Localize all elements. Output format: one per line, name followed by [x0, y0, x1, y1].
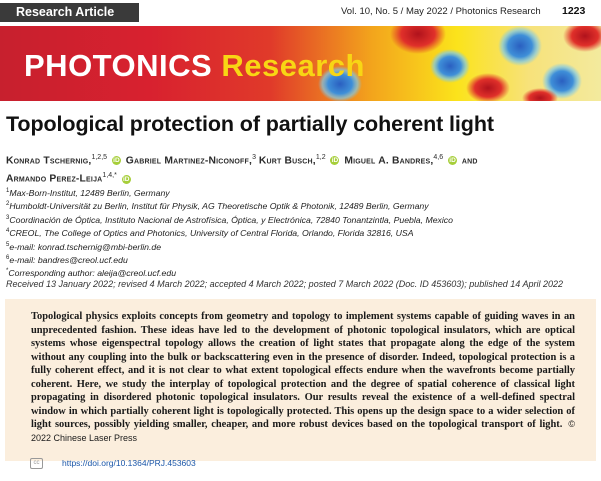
corresponding-author[interactable]: Corresponding author: aleija@creol.ucf.e…	[8, 268, 177, 279]
affiliation-sup: 5	[6, 241, 10, 248]
article-title: Topological protection of partially cohe…	[6, 112, 494, 136]
affiliation-item: 6e-mail: bandres@creol.ucf.edu	[6, 253, 598, 266]
email-link[interactable]: e-mail: bandres@creol.ucf.edu	[9, 254, 128, 265]
journal-logo: PHOTONICS Research	[24, 48, 365, 84]
affiliation-sup: 1	[6, 188, 10, 194]
affiliation-sup: 2	[6, 201, 10, 208]
orcid-icon[interactable]: iD	[448, 156, 458, 166]
logo-word-research: Research	[221, 48, 365, 83]
affiliation-item: 2Humboldt-Universität zu Berlin, Institu…	[6, 199, 598, 212]
author-affil-sup: 1,4,*	[102, 172, 117, 180]
page-number: 1223	[562, 5, 586, 17]
orcid-icon[interactable]: iD	[121, 174, 131, 184]
affiliation-text: Max-Born-Institut, 12489 Berlin, Germany	[9, 187, 170, 198]
abstract-box: Topological physics exploits concepts fr…	[5, 299, 596, 461]
orcid-icon[interactable]: iD	[330, 156, 340, 166]
affiliation-item: *Corresponding author: aleija@creol.ucf.…	[6, 266, 598, 279]
journal-banner: PHOTONICS Research	[0, 26, 601, 101]
affiliation-sup: 6	[6, 254, 10, 261]
article-type-tag: Research Article	[0, 3, 139, 22]
author-conjunction: and	[461, 155, 478, 167]
affiliation-item: 3Coordinación de Óptica, Instituto Nacio…	[6, 213, 598, 226]
affiliation-sup: 4	[6, 228, 10, 235]
doi-link[interactable]: https://doi.org/10.1364/PRJ.453603	[62, 458, 196, 468]
logo-word-photonics: PHOTONICS	[24, 48, 213, 83]
author-affil-sup: 3	[252, 154, 256, 161]
author-affil-sup: 1,2,5	[91, 154, 108, 161]
affiliation-list: 1Max-Born-Institut, 12489 Berlin, German…	[6, 186, 598, 280]
affiliation-sup: 3	[6, 214, 10, 221]
author-affil-sup: 4,6	[433, 154, 444, 161]
journal-header: Research Article Vol. 10, No. 5 / May 20…	[0, 0, 601, 26]
affiliation-text: Humboldt-Universität zu Berlin, Institut…	[9, 201, 429, 212]
abstract-paragraph: Topological physics exploits concepts fr…	[31, 310, 575, 445]
affiliation-sup: *	[6, 268, 9, 275]
affiliation-item: 4CREOL, The College of Optics and Photon…	[6, 226, 598, 239]
author-name: Konrad Tschernig,	[6, 155, 92, 167]
author-affil-sup: 1,2	[315, 154, 326, 161]
orcid-icon[interactable]: iD	[111, 156, 121, 166]
issue-info: Vol. 10, No. 5 / May 2022 / Photonics Re…	[341, 6, 541, 17]
author-name: Armando Perez-Leija	[6, 173, 103, 185]
copyright-notice: © 2022 Chinese Laser Press	[31, 419, 575, 443]
author-name: Gabriel Martinez-Niconoff,	[125, 155, 253, 167]
author-name: Kurt Busch,	[258, 155, 316, 167]
banner-wave-pattern	[318, 26, 601, 101]
abstract-text: Topological physics exploits concepts fr…	[31, 311, 575, 431]
publication-history: Received 13 January 2022; revised 4 Marc…	[6, 279, 564, 289]
author-list: Konrad Tschernig,1,2,5 iD Gabriel Martin…	[6, 150, 598, 187]
email-link[interactable]: e-mail: konrad.tschernig@mbi-berlin.de	[9, 241, 162, 252]
affiliation-text: Coordinación de Óptica, Instituto Nacion…	[9, 214, 453, 225]
affiliation-item: 5e-mail: konrad.tschernig@mbi-berlin.de	[6, 240, 598, 253]
author-name: Miguel A. Bandres,	[344, 155, 434, 167]
affiliation-text: CREOL, The College of Optics and Photoni…	[9, 228, 414, 239]
cc-license-icon[interactable]: cc	[30, 458, 43, 469]
affiliation-item: 1Max-Born-Institut, 12489 Berlin, German…	[6, 186, 598, 199]
